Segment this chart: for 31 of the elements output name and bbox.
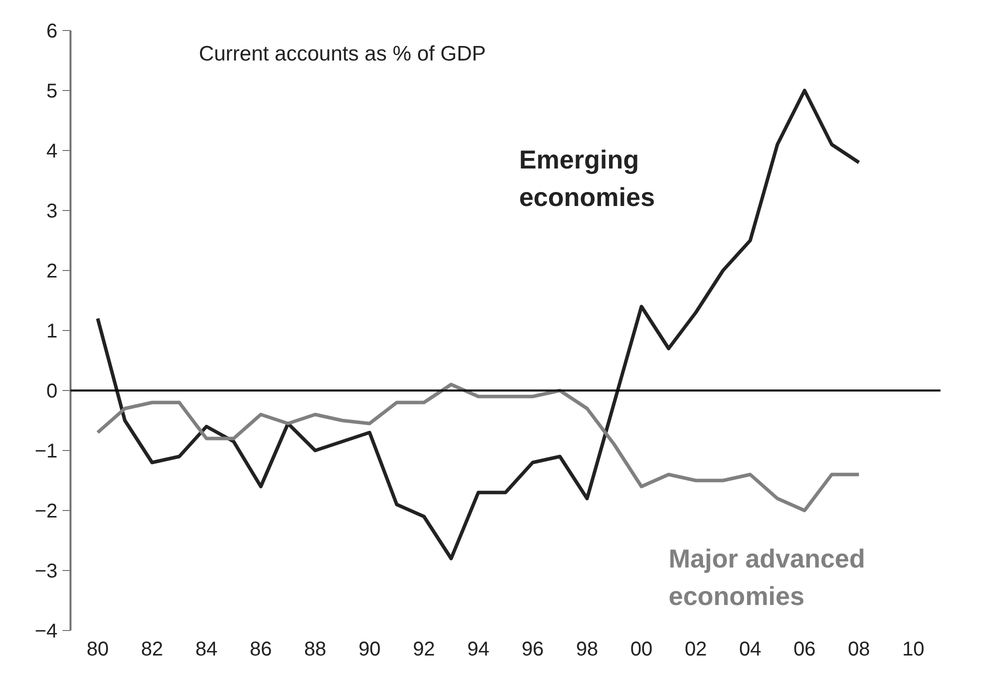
y-tick-label: 4 <box>46 140 58 162</box>
x-tick-label: 88 <box>304 638 326 660</box>
text: Emerging economies <box>519 144 655 212</box>
x-tick-label: 90 <box>358 638 381 660</box>
x-tick-label: 04 <box>739 638 762 660</box>
x-tick-label: 94 <box>467 638 490 660</box>
x-tick-label: 92 <box>412 638 436 660</box>
line-series <box>96 382 861 512</box>
y-tick-label: −1 <box>34 440 58 462</box>
y-tick-label: −2 <box>34 500 58 522</box>
x-tick-label: 98 <box>576 638 598 660</box>
y-tick-label: 3 <box>46 200 58 222</box>
x-tick-label: 84 <box>195 638 218 660</box>
x-tick-label: 86 <box>250 638 272 660</box>
x-tick-label: 02 <box>684 638 707 660</box>
y-tick-label: −3 <box>34 560 58 582</box>
x-tick-label: 96 <box>522 638 544 660</box>
y-tick-label: 5 <box>46 80 58 102</box>
y-tick-label: 0 <box>46 380 58 402</box>
x-tick-label: 08 <box>848 638 870 660</box>
y-tick-label: −4 <box>34 620 58 642</box>
x-tick-label: 00 <box>630 638 653 660</box>
y-tick-label: 1 <box>46 320 58 342</box>
x-tick-label: 82 <box>140 638 164 660</box>
x-tick-label: 06 <box>793 638 816 660</box>
text: Current accounts as % of GDP <box>198 42 486 66</box>
x-tick-label: 80 <box>86 638 109 660</box>
x-tick-label: 10 <box>902 638 924 660</box>
text: Major advanced economies <box>668 544 866 611</box>
y-tick-label: 2 <box>46 260 58 282</box>
y-tick-label: 6 <box>46 20 58 42</box>
